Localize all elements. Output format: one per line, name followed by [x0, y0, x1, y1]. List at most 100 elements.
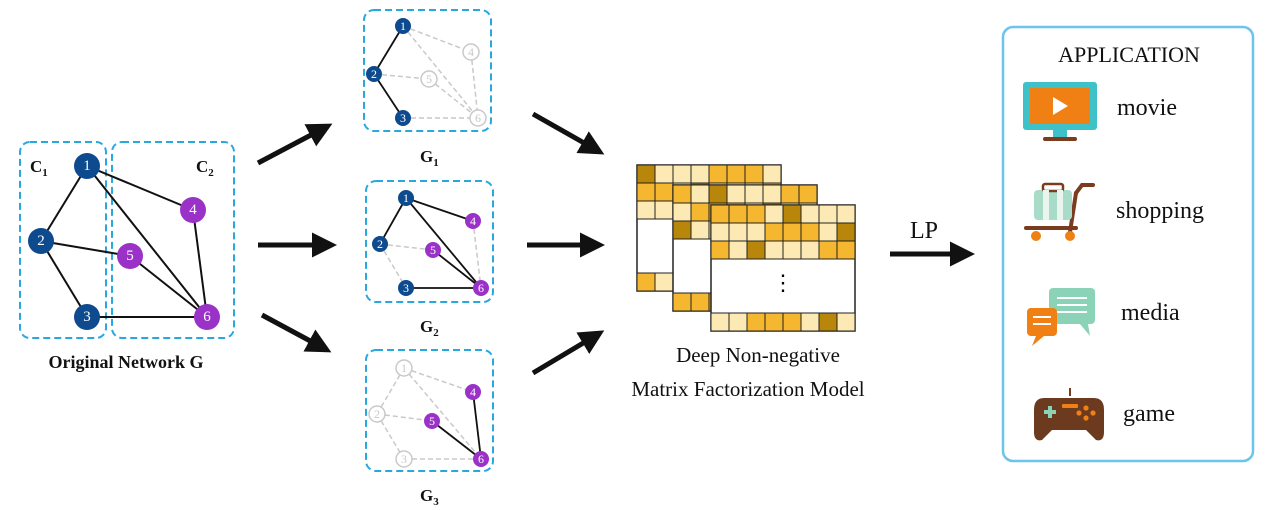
subgraph-g3-label-base: G [420, 486, 433, 505]
matrix-cell [690, 164, 710, 184]
application-title: APPLICATION [1058, 42, 1200, 67]
subgraph-g3-label-sub: 3 [433, 496, 439, 508]
original-network: C1 C2 1 2 3 4 5 6 Original Network G [19, 141, 235, 372]
matrix-cell [690, 184, 710, 204]
g2-node-6: 6 [473, 280, 489, 296]
matrix-cell [708, 184, 728, 204]
matrix-cell [764, 204, 784, 224]
matrix-cell [636, 182, 656, 202]
matrix-cell [728, 240, 748, 260]
g2-node-5-label: 5 [430, 243, 436, 257]
chat-bubbles-icon [1027, 288, 1095, 346]
g3-node-6-label: 6 [478, 452, 484, 466]
subgraph-g2-edges [379, 197, 482, 289]
edge-1-4 [86, 165, 194, 211]
original-node-3: 3 [74, 304, 100, 330]
matrix-cell [764, 222, 784, 242]
app-item-game-label: game [1123, 401, 1175, 427]
edge-1-6 [86, 165, 208, 318]
community-2-label-base: C [196, 157, 208, 176]
g1-node-6-ghost: 6 [469, 109, 487, 127]
g1-node-1: 1 [395, 18, 411, 34]
g2-node-2-label: 2 [377, 237, 383, 251]
subgraph-g1-edges [373, 25, 404, 119]
edge-4-6 [192, 209, 208, 318]
matrix-cell [654, 182, 674, 202]
matrix-layer-3 [710, 204, 856, 332]
application-panel: APPLICATION movie [1001, 25, 1255, 463]
matrix-cell [710, 204, 730, 224]
matrix-cell [800, 204, 820, 224]
matrix-cell [762, 164, 782, 184]
g3-node-5-label: 5 [429, 414, 435, 428]
subgraph-g1-box [363, 9, 492, 132]
g1-node-3-label: 3 [400, 111, 406, 125]
app-item-movie-label: movie [1117, 95, 1177, 121]
matrix-cell [800, 240, 820, 260]
subgraph-g1-ghost-edges [373, 25, 479, 119]
subgraph-g2-label: G2 [420, 317, 439, 339]
matrix-cell [764, 312, 784, 332]
app-item-movie: movie [1023, 82, 1177, 141]
matrix-ellipsis: ⋮ [772, 270, 794, 295]
matrix-cell [836, 240, 856, 260]
community-1-label: C1 [30, 157, 48, 179]
g2-node-4: 4 [465, 213, 481, 229]
app-item-game: game [1034, 388, 1175, 441]
matrix-cell [636, 200, 656, 220]
luggage-cart-icon [1024, 182, 1095, 241]
g1-node-4-label: 4 [468, 45, 474, 59]
matrix-cell [782, 222, 802, 242]
subgraph-g1: 1 2 3 4 5 6 G1 [363, 9, 492, 169]
matrix-cell [690, 292, 710, 312]
g2-node-6-label: 6 [478, 281, 484, 295]
matrix-cell [728, 204, 748, 224]
matrix-cell [836, 222, 856, 242]
subgraph-g3-box [365, 349, 494, 472]
matrix-cell [708, 164, 728, 184]
matrix-cell [672, 164, 692, 184]
g3-node-3-label: 3 [401, 452, 407, 466]
original-node-2: 2 [28, 228, 54, 254]
matrix-cell [636, 272, 656, 292]
matrix-cell [744, 184, 764, 204]
matrix-cell [798, 184, 818, 204]
matrix-cell [726, 184, 746, 204]
subgraph-g2-label-base: G [420, 317, 433, 336]
original-edges [40, 165, 208, 318]
matrix-cell [836, 204, 856, 224]
edge-5-6 [129, 255, 208, 318]
matrix-cell [836, 312, 856, 332]
g3-node-5: 5 [424, 413, 440, 429]
subgraph-g2-box [365, 180, 494, 303]
original-node-6-label: 6 [203, 309, 211, 325]
matrix-stack: ⋮ [636, 164, 856, 332]
original-node-1-label: 1 [83, 158, 91, 174]
matrix-cell [818, 204, 838, 224]
matrix-cell [818, 240, 838, 260]
matrix-cell [672, 220, 692, 240]
original-node-5-label: 5 [126, 248, 134, 264]
g3-node-4: 4 [465, 384, 481, 400]
edge-2-5 [40, 240, 131, 257]
community-2-label-sub: 2 [208, 167, 214, 179]
matrix-cell [690, 220, 710, 240]
g2-node-3-label: 3 [403, 281, 409, 295]
subgraph-g1-label-base: G [420, 147, 433, 166]
matrix-cell [818, 312, 838, 332]
monitor-play-icon [1023, 82, 1097, 141]
subgraph-g2-label-sub: 2 [433, 327, 439, 339]
edge-1-2 [40, 165, 88, 242]
g3-node-2-ghost: 2 [368, 405, 386, 423]
subgraph-g2: 1 2 3 4 5 6 G2 [365, 180, 494, 339]
app-item-media: media [1027, 288, 1180, 346]
arrows-to-subgraphs [256, 123, 337, 353]
lp-arrow-group: LP [890, 218, 975, 267]
original-node-4: 4 [180, 197, 206, 223]
g3-node-1-ghost: 1 [395, 359, 413, 377]
subgraph-g1-label-sub: 1 [433, 157, 439, 169]
matrix-cell [636, 164, 656, 184]
matrix-cell [746, 204, 766, 224]
g2-node-3: 3 [398, 280, 414, 296]
matrix-cell [710, 312, 730, 332]
